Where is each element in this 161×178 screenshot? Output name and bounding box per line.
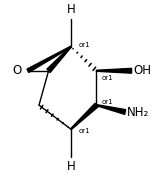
Text: O: O [12,64,21,77]
Text: NH₂: NH₂ [127,106,149,119]
Text: or1: or1 [79,128,90,134]
Text: H: H [66,3,75,16]
Text: H: H [66,160,75,173]
Polygon shape [27,46,71,72]
Polygon shape [71,103,98,130]
Polygon shape [96,105,126,114]
Text: OH: OH [133,64,151,77]
Polygon shape [96,68,132,73]
Polygon shape [47,46,71,72]
Text: or1: or1 [101,75,113,81]
Text: or1: or1 [101,99,113,105]
Text: or1: or1 [79,42,90,48]
